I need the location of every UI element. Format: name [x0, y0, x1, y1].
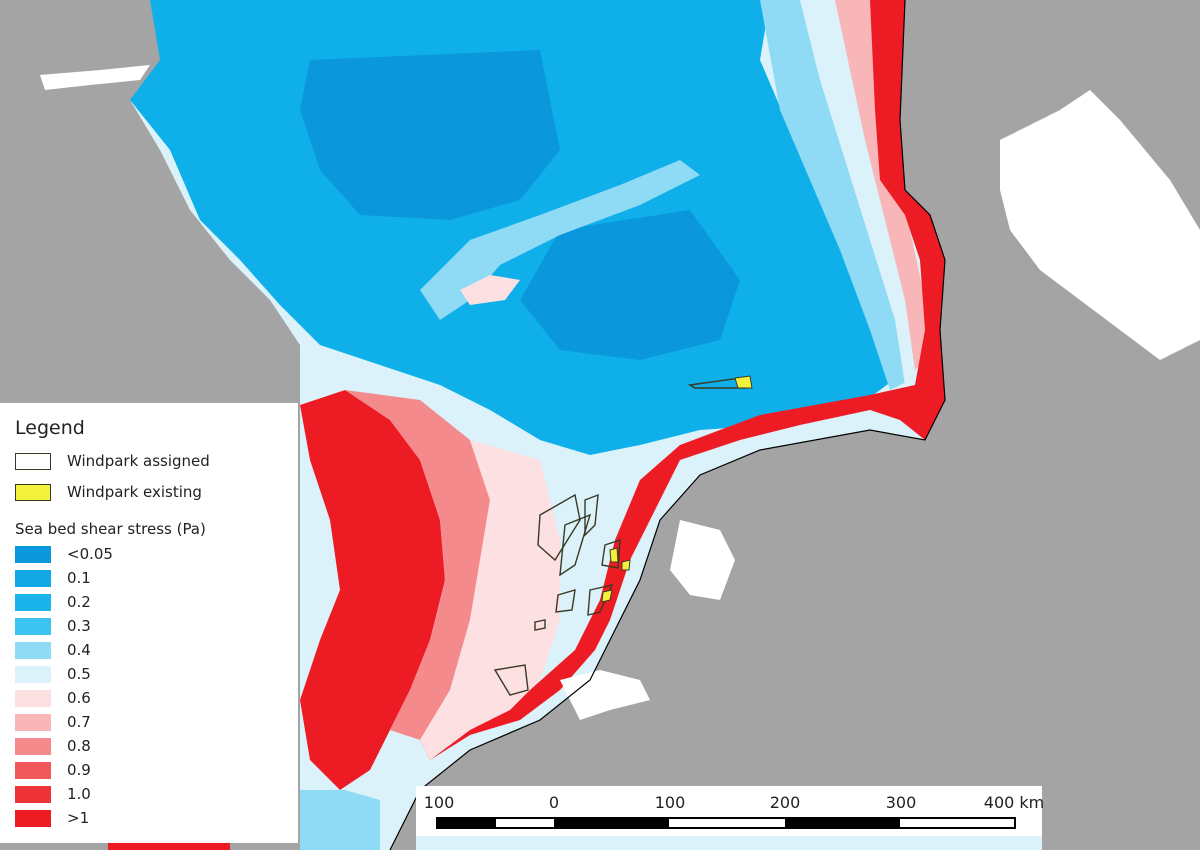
legend-class-swatch — [15, 810, 51, 827]
danish-inland-water — [1000, 90, 1200, 360]
channel-pink — [420, 440, 560, 760]
legend-class-label: <0.05 — [67, 545, 113, 563]
windpark-assigned[interactable] — [534, 619, 546, 631]
windpark-existing[interactable] — [601, 589, 613, 603]
legend-class-swatch — [15, 642, 51, 659]
legend-class-swatch — [15, 546, 51, 563]
legend-class-label: 1.0 — [67, 785, 91, 803]
legend-class-swatch — [15, 594, 51, 611]
east-anglia-high-stress — [300, 390, 445, 790]
scale-segment — [554, 819, 669, 827]
legend-class-label: >1 — [67, 809, 90, 827]
legend-label: Windpark existing — [67, 483, 202, 501]
scale-tick: 200 — [769, 793, 801, 812]
legend-class-swatch — [15, 786, 51, 803]
windpark-assigned-swatch — [15, 453, 51, 470]
legend-class-swatch — [15, 690, 51, 707]
scale-segment — [438, 819, 496, 827]
scale-segment — [496, 819, 554, 827]
windpark-assigned[interactable] — [493, 664, 529, 696]
scale-segment — [669, 819, 785, 827]
dogger-bank — [420, 160, 700, 320]
scale-tick: 0 — [548, 793, 560, 812]
scale-bar: 100 0 100 200 300 400 km — [416, 786, 1045, 836]
legend-class-swatch — [15, 618, 51, 635]
east-anglia-mid-stress — [345, 390, 490, 740]
legend-class-swatch — [15, 738, 51, 755]
legend-class-label: 0.6 — [67, 689, 91, 707]
scale-tick: 300 — [885, 793, 917, 812]
legend-class-label: 0.1 — [67, 569, 91, 587]
scale-bar-graphic — [436, 817, 1016, 829]
scale-tick: 400 km — [983, 793, 1045, 812]
dogger-bank-core — [460, 275, 520, 305]
scheldt-delta-water — [560, 670, 650, 720]
windpark-assigned[interactable] — [555, 589, 576, 613]
coastline — [389, 0, 946, 850]
legend-class-label: 0.4 — [67, 641, 91, 659]
windpark-existing[interactable] — [609, 547, 619, 563]
legend-label: Windpark assigned — [67, 452, 210, 470]
legend-class-label: 0.2 — [67, 593, 91, 611]
legend-class-label: 0.7 — [67, 713, 91, 731]
windpark-assigned[interactable] — [601, 539, 621, 569]
scale-tick: 100 — [654, 793, 686, 812]
shear-stress-title: Sea bed shear stress (Pa) — [15, 520, 206, 538]
scale-segment — [785, 819, 900, 827]
continent-land — [390, 0, 1200, 850]
map-legend: Legend Windpark assigned Windpark existi… — [0, 403, 298, 843]
scale-segment — [900, 819, 1014, 827]
estuary-river-east — [944, 393, 1046, 437]
legend-class-label: 0.3 — [67, 617, 91, 635]
legend-class-label: 0.9 — [67, 761, 91, 779]
german-bight-high-stress — [420, 0, 945, 760]
legend-class-swatch — [15, 714, 51, 731]
windpark-assigned[interactable] — [587, 584, 614, 616]
lowest-stress-core — [300, 50, 560, 220]
legend-class-label: 0.8 — [67, 737, 91, 755]
english-channel-blue — [300, 790, 380, 850]
legend-class-swatch — [15, 666, 51, 683]
scale-tick: 100 — [423, 793, 455, 812]
windpark-assigned[interactable] — [537, 493, 581, 562]
east-pink-band — [835, 0, 925, 370]
ijsselmeer-water — [670, 520, 735, 600]
windpark-existing[interactable] — [621, 559, 631, 571]
legend-class-swatch — [15, 570, 51, 587]
windpark-assigned[interactable] — [559, 513, 592, 577]
east-pale-band — [800, 0, 920, 385]
windpark-existing[interactable] — [734, 375, 753, 389]
legend-title: Legend — [15, 417, 85, 439]
lowest-stress-core-east — [520, 210, 740, 360]
windpark-assigned[interactable] — [584, 493, 599, 537]
legend-class-swatch — [15, 762, 51, 779]
firth-water — [40, 65, 150, 90]
windpark-existing-swatch — [15, 484, 51, 501]
windparks-existing — [601, 375, 753, 603]
legend-class-label: 0.5 — [67, 665, 91, 683]
east-light-band — [760, 0, 910, 390]
